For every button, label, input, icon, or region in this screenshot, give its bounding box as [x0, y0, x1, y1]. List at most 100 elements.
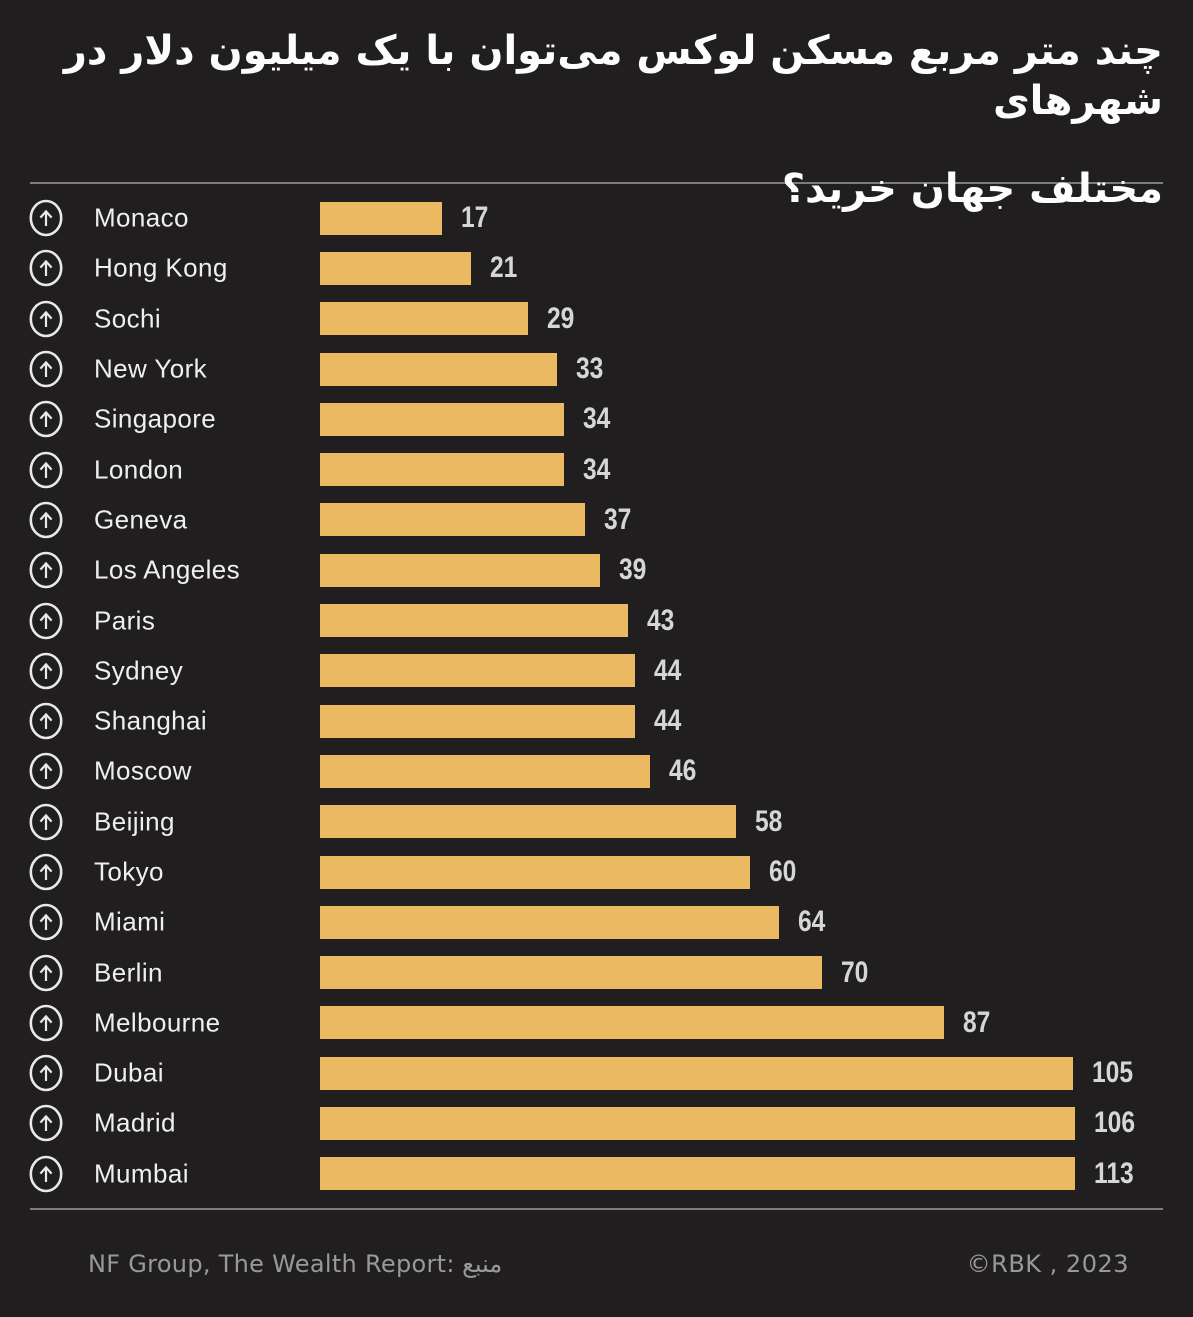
bar-group: 37: [320, 503, 637, 537]
up-arrow-circle-icon: [28, 602, 64, 640]
up-arrow-circle-icon: [28, 803, 64, 841]
bar: [320, 1106, 1075, 1140]
city-label: Dubai: [94, 1057, 164, 1088]
up-arrow-circle-icon: [28, 551, 64, 589]
up-arrow-circle-icon: [28, 400, 64, 438]
copyright-note: ©RBK , 2023: [966, 1249, 1129, 1278]
value-label: 64: [798, 905, 826, 939]
bar: [320, 604, 628, 638]
up-arrow-circle-icon: [28, 300, 64, 338]
chart-row: Mumbai 113: [0, 1149, 1193, 1199]
bar: [320, 503, 585, 537]
value-label: 34: [583, 452, 611, 486]
bar: [320, 251, 471, 285]
bar: [320, 1056, 1073, 1090]
up-arrow-circle-icon: [28, 954, 64, 992]
chart-row: Hong Kong 21: [0, 243, 1193, 293]
city-label: Geneva: [94, 504, 188, 535]
city-label: Beijing: [94, 806, 175, 837]
chart-row: Moscow 46: [0, 746, 1193, 796]
bar-group: 34: [320, 402, 616, 436]
value-label: 70: [841, 955, 869, 989]
value-label: 29: [547, 301, 575, 335]
city-label: Singapore: [94, 403, 217, 434]
up-arrow-circle-icon: [28, 752, 64, 790]
city-label: Berlin: [94, 957, 163, 988]
value-label: 106: [1094, 1106, 1136, 1140]
up-arrow-circle-icon: [28, 903, 64, 941]
chart-row: Sydney 44: [0, 646, 1193, 696]
bar-group: 29: [320, 302, 580, 336]
bar-group: 70: [320, 956, 874, 990]
value-label: 44: [654, 704, 682, 738]
bar-group: 44: [320, 654, 687, 688]
bar: [320, 855, 750, 889]
city-label: Paris: [94, 605, 156, 636]
bar: [320, 956, 822, 990]
chart-title-line-1: چند متر مربع مسکن لوکس می‌توان با یک میل…: [63, 28, 1163, 124]
bar-group: 17: [320, 201, 494, 235]
bar: [320, 352, 557, 386]
up-arrow-circle-icon: [28, 501, 64, 539]
bar-group: 113: [320, 1157, 1142, 1191]
up-arrow-circle-icon: [28, 1155, 64, 1193]
up-arrow-circle-icon: [28, 199, 64, 237]
city-label: Sochi: [94, 303, 162, 334]
city-label: Sydney: [94, 655, 184, 686]
value-label: 43: [647, 603, 675, 637]
bar: [320, 553, 600, 587]
value-label: 46: [669, 754, 697, 788]
chart-row: Beijing 58: [0, 797, 1193, 847]
chart-row: Melbourne 87: [0, 998, 1193, 1048]
bar-group: 64: [320, 905, 831, 939]
chart-row: Madrid 106: [0, 1098, 1193, 1148]
bar: [320, 905, 779, 939]
city-label: New York: [94, 353, 208, 384]
bar-group: 87: [320, 1006, 996, 1040]
bar-group: 44: [320, 704, 687, 738]
chart-row: Geneva 37: [0, 495, 1193, 545]
up-arrow-circle-icon: [28, 249, 64, 287]
value-label: 17: [461, 201, 489, 235]
city-label: Tokyo: [94, 856, 164, 887]
bar: [320, 453, 564, 487]
chart-row: London 34: [0, 444, 1193, 494]
value-label: 37: [604, 502, 632, 536]
value-label: 39: [619, 553, 647, 587]
up-arrow-circle-icon: [28, 451, 64, 489]
bar-group: 106: [320, 1106, 1144, 1140]
city-label: Moscow: [94, 755, 192, 786]
bar: [320, 201, 442, 235]
bar: [320, 1006, 944, 1040]
bar-group: 34: [320, 453, 616, 487]
bar-group: 105: [320, 1056, 1142, 1090]
value-label: 34: [583, 402, 611, 436]
chart-title-line-2: مختلف جهان خرید؟: [781, 166, 1163, 212]
chart-row: Paris 43: [0, 595, 1193, 645]
bar: [320, 654, 635, 688]
value-label: 33: [576, 352, 604, 386]
bar-group: 60: [320, 855, 802, 889]
bar-group: 21: [320, 251, 523, 285]
city-label: Shanghai: [94, 705, 208, 736]
bar-group: 58: [320, 805, 788, 839]
bar: [320, 1157, 1075, 1191]
city-label: Los Angeles: [94, 554, 241, 585]
up-arrow-circle-icon: [28, 652, 64, 690]
chart-row: Dubai 105: [0, 1048, 1193, 1098]
city-label: Miami: [94, 906, 166, 937]
value-label: 21: [490, 251, 518, 285]
up-arrow-circle-icon: [28, 1004, 64, 1042]
bar: [320, 754, 650, 788]
value-label: 44: [654, 653, 682, 687]
bar: [320, 805, 736, 839]
city-label: Madrid: [94, 1107, 176, 1138]
bar-group: 39: [320, 553, 652, 587]
chart-row: Miami 64: [0, 897, 1193, 947]
up-arrow-circle-icon: [28, 1054, 64, 1092]
value-label: 60: [769, 855, 797, 888]
up-arrow-circle-icon: [28, 350, 64, 388]
bar: [320, 402, 564, 436]
chart-row: Sochi 29: [0, 294, 1193, 344]
